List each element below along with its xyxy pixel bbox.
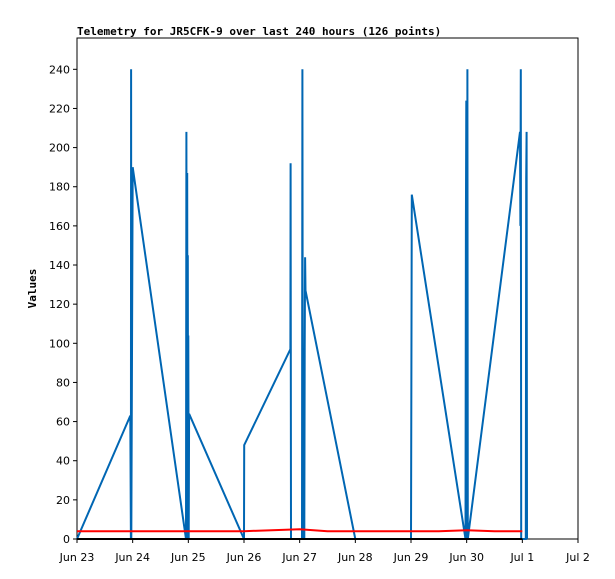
y-tick-label: 20 bbox=[56, 494, 70, 507]
y-tick-label: 120 bbox=[49, 298, 70, 311]
y-tick-label: 0 bbox=[63, 533, 70, 546]
x-tick-label: Jun 26 bbox=[226, 551, 262, 564]
y-tick-label: 200 bbox=[49, 142, 70, 155]
x-tick-label: Jun 29 bbox=[393, 551, 429, 564]
y-tick-label: 100 bbox=[49, 337, 70, 350]
x-tick-label: Jul 1 bbox=[509, 551, 534, 564]
y-axis-label: Values bbox=[26, 269, 39, 309]
x-tick-label: Jun 30 bbox=[448, 551, 484, 564]
x-tick-label: Jul 2 bbox=[565, 551, 590, 564]
plot-frame bbox=[76, 37, 579, 540]
x-tick-label: Jun 24 bbox=[114, 551, 150, 564]
y-tick-label: 180 bbox=[49, 181, 70, 194]
y-tick-label: 240 bbox=[49, 63, 70, 76]
y-tick-label: 160 bbox=[49, 220, 70, 233]
y-tick-label: 60 bbox=[56, 416, 70, 429]
series-layer bbox=[76, 69, 528, 540]
y-tick-label: 80 bbox=[56, 376, 70, 389]
series-line-1 bbox=[76, 69, 528, 540]
chart-title: Telemetry for JR5CFK-9 over last 240 hou… bbox=[77, 25, 441, 38]
series-line-2 bbox=[77, 528, 523, 533]
y-tick-label: 40 bbox=[56, 455, 70, 468]
x-axis-ticks: Jun 23 Jun 24 Jun 25 Jun 26 Jun 27 Jun 28 Jun … bbox=[59, 539, 590, 564]
x-tick-label: Jun 25 bbox=[170, 551, 206, 564]
y-axis-ticks: 0 20 40 60 80 100 120 140 160 180 200 220 240 bbox=[49, 63, 77, 546]
y-tick-label: 220 bbox=[49, 102, 70, 115]
x-tick-label: Jun 28 bbox=[337, 551, 373, 564]
y-tick-label: 140 bbox=[49, 259, 70, 272]
x-tick-label: Jun 27 bbox=[281, 551, 317, 564]
x-tick-label: Jun 23 bbox=[59, 551, 95, 564]
